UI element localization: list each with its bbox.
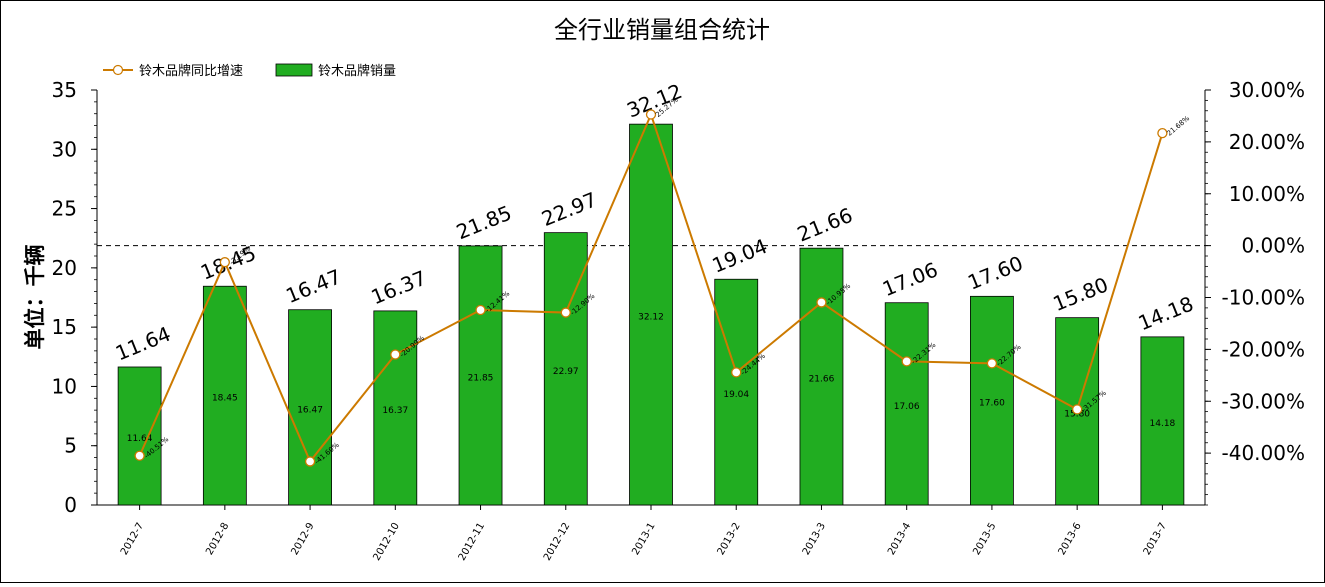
bar-inner-label: 18.45 — [212, 394, 238, 404]
bar-inner-label: 22.97 — [553, 367, 579, 377]
y-axis-label: 单位：千辆 — [23, 245, 47, 350]
growth-point — [219, 257, 230, 268]
bar-inner-label: 16.37 — [382, 406, 408, 416]
bar — [202, 285, 247, 506]
bar — [714, 278, 759, 506]
legend-label-growth: 铃木品牌同比增速 — [139, 63, 243, 79]
legend-bar-swatch — [275, 63, 313, 77]
growth-point — [304, 456, 316, 467]
legend-label-sales: 铃木品牌销量 — [318, 63, 396, 79]
y-right-tick-label: -10.00% — [1222, 286, 1305, 310]
bar — [799, 247, 844, 506]
bar-inner-label: 17.06 — [894, 402, 920, 412]
growth-point — [1157, 128, 1168, 139]
y-left-tick-label: 30 — [52, 137, 77, 161]
bar-inner-label: 32.12 — [638, 313, 664, 323]
bar-inner-label: 19.04 — [723, 390, 749, 400]
bar-inner-label: 21.85 — [468, 373, 494, 383]
bar-inner-label: 17.60 — [979, 399, 1005, 409]
bar-inner-label: 11.64 — [127, 434, 153, 444]
growth-point — [816, 297, 827, 308]
growth-point — [560, 307, 571, 318]
y-left-tick-label: 35 — [52, 78, 77, 102]
y-left-tick-label: 0 — [64, 493, 77, 517]
bar — [1140, 336, 1185, 506]
y-right-tick-label: 30.00% — [1229, 78, 1305, 102]
legend: 铃木品牌同比增速 铃木品牌销量 — [103, 63, 396, 79]
y-left-tick-label: 15 — [52, 315, 77, 339]
y-right-tick-label: -20.00% — [1222, 337, 1305, 361]
chart-title: 全行业销量组合统计 — [554, 16, 770, 44]
bar-inner-label: 21.66 — [809, 375, 835, 385]
growth-point — [986, 358, 998, 369]
y-right-tick-label: 20.00% — [1229, 130, 1305, 154]
bar — [458, 245, 503, 506]
growth-point — [645, 109, 657, 120]
growth-point — [390, 349, 401, 360]
y-right-tick-label: 10.00% — [1229, 182, 1305, 206]
growth-point — [1072, 404, 1083, 415]
bar-inner-label: 16.47 — [297, 405, 323, 415]
bar — [970, 295, 1014, 506]
y-left-tick-label: 25 — [52, 197, 77, 221]
y-right-tick-label: -40.00% — [1222, 441, 1305, 465]
bar — [373, 310, 418, 506]
legend-line-marker — [112, 64, 124, 76]
bar — [288, 309, 332, 506]
bar — [884, 302, 929, 506]
growth-point — [731, 367, 742, 378]
growth-point — [134, 450, 145, 461]
y-right-tick-label: -30.00% — [1222, 389, 1305, 413]
y-left-tick-label: 5 — [64, 434, 77, 458]
y-left-tick-label: 10 — [52, 374, 77, 398]
growth-point — [475, 304, 486, 316]
y-left-tick-label: 20 — [52, 256, 77, 280]
bar — [629, 123, 673, 506]
bar — [117, 366, 162, 506]
bar-inner-label: 14.18 — [1150, 419, 1176, 429]
y-right-tick-label: 0.00% — [1241, 234, 1305, 258]
growth-point — [901, 356, 912, 367]
